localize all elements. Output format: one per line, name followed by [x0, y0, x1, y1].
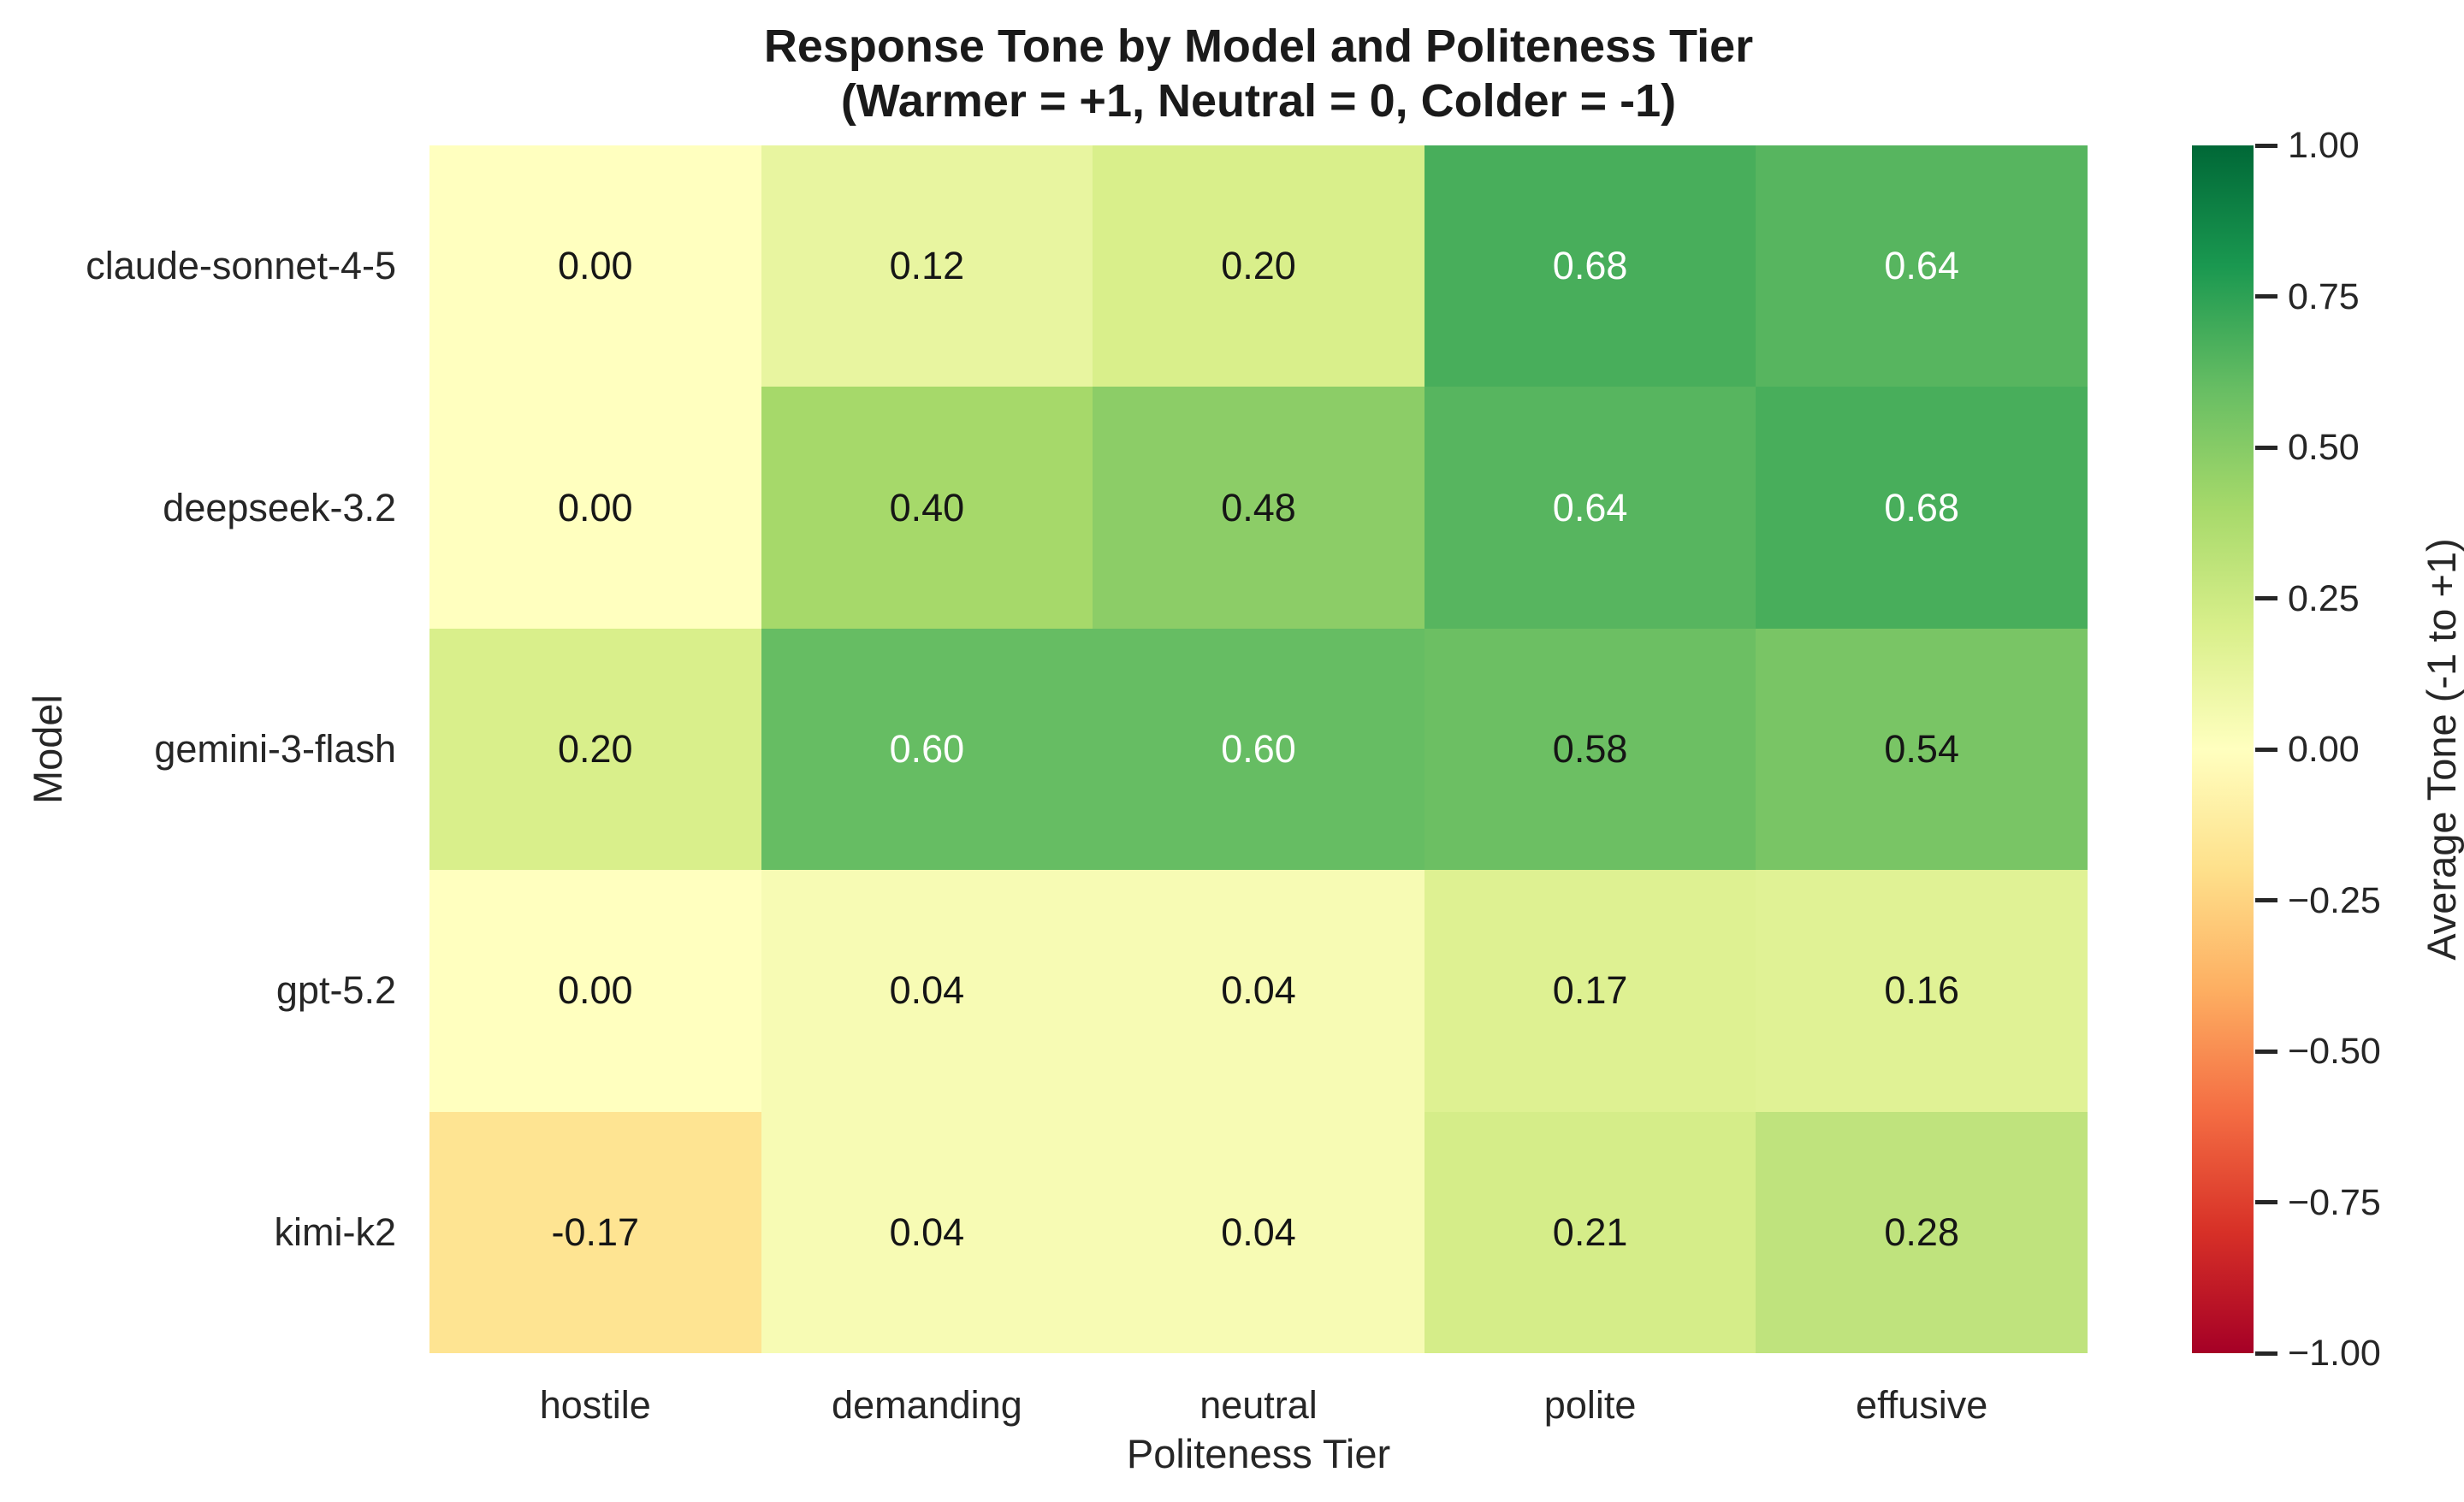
cell-value: 0.04 [1221, 968, 1296, 1013]
cell-value: 0.64 [1552, 485, 1628, 529]
cell-value: 0.20 [1221, 244, 1296, 288]
heatmap-cell: 0.20 [429, 628, 761, 871]
colorbar-tick-mark [2255, 898, 2277, 902]
colorbar-gradient [2192, 145, 2254, 1353]
cell-value: 0.68 [1552, 244, 1628, 288]
colorbar-tick-mark [2255, 747, 2277, 752]
colorbar-tick-mark [2255, 1200, 2277, 1204]
y-axis-title: Model [25, 694, 70, 805]
colorbar-tick-label: 1.00 [2288, 125, 2360, 166]
x-tick-label: hostile [539, 1383, 651, 1427]
cell-value: 0.68 [1884, 485, 1959, 529]
y-tick-label: kimi-k2 [274, 1209, 397, 1254]
x-tick-label: polite [1543, 1383, 1637, 1427]
heatmap-cell: 0.00 [429, 145, 761, 387]
colorbar-tick-label: 0.50 [2288, 427, 2360, 468]
heatmap-cell: 0.40 [761, 387, 1093, 629]
y-tick-label: claude-sonnet-4-5 [86, 244, 396, 288]
cell-value: 0.04 [889, 1209, 965, 1254]
cell-value: 0.60 [889, 726, 965, 771]
heatmap-cell: 0.60 [761, 628, 1093, 871]
heatmap-cell: 0.04 [761, 1111, 1093, 1353]
heatmap-cell: 0.00 [429, 387, 761, 629]
colorbar-tick-mark [2255, 294, 2277, 299]
colorbar-title: Average Tone (-1 to +1) [2419, 538, 2464, 961]
y-tick-label: gpt-5.2 [275, 968, 396, 1013]
chart-title-line2: (Warmer = +1, Neutral = 0, Colder = -1) [840, 75, 1677, 127]
cell-value: 0.64 [1884, 244, 1959, 288]
colorbar-tick-label: −0.75 [2288, 1181, 2381, 1223]
heatmap-cell: 0.04 [1093, 870, 1424, 1112]
heatmap-cell: 0.58 [1424, 628, 1756, 871]
cell-value: 0.54 [1884, 726, 1959, 771]
cell-value: 0.00 [558, 968, 633, 1013]
colorbar-tick-label: −1.00 [2288, 1333, 2381, 1374]
heatmap-cell: 0.68 [1756, 387, 2088, 629]
colorbar-tick-mark [2255, 1351, 2277, 1356]
cell-value: 0.48 [1221, 485, 1296, 529]
cell-value: 0.04 [1221, 1209, 1296, 1254]
cell-value: 0.04 [889, 968, 965, 1013]
cell-value: 0.17 [1552, 968, 1628, 1013]
cell-value: 0.00 [558, 485, 633, 529]
cell-value: 0.20 [558, 726, 633, 771]
colorbar-tick-mark [2255, 1049, 2277, 1054]
x-axis-title: Politeness Tier [1126, 1431, 1391, 1476]
y-tick-label: deepseek-3.2 [163, 485, 396, 529]
heatmap-cell: 0.68 [1424, 145, 1756, 387]
colorbar-tick-mark [2255, 596, 2277, 600]
colorbar-tick-label: 0.00 [2288, 729, 2360, 770]
cell-value: 0.28 [1884, 1209, 1959, 1254]
heatmap-cell: -0.17 [429, 1111, 761, 1353]
x-tick-label: effusive [1856, 1383, 1988, 1427]
cell-value: 0.12 [889, 244, 965, 288]
heatmap-cell: 0.60 [1093, 628, 1424, 871]
heatmap-cell: 0.04 [761, 870, 1093, 1112]
cell-value: 0.21 [1552, 1209, 1628, 1254]
heatmap-cell: 0.21 [1424, 1111, 1756, 1353]
heatmap-cell: 0.16 [1756, 870, 2088, 1112]
cell-value: 0.60 [1221, 726, 1296, 771]
heatmap-cell: 0.64 [1756, 145, 2088, 387]
heatmap-cell: 0.20 [1093, 145, 1424, 387]
heatmap-cell: 0.54 [1756, 628, 2088, 871]
cell-value: 0.00 [558, 244, 633, 288]
colorbar-tick-label: 0.25 [2288, 577, 2360, 619]
x-tick-label: demanding [832, 1383, 1022, 1427]
heatmap-cell: 0.28 [1756, 1111, 2088, 1353]
heatmap-cell: 0.00 [429, 870, 761, 1112]
x-tick-label: neutral [1199, 1383, 1318, 1427]
heatmap-cell: 0.48 [1093, 387, 1424, 629]
y-tick-label: gemini-3-flash [154, 727, 396, 771]
heatmap-cell: 0.64 [1424, 387, 1756, 629]
colorbar-tick-mark [2255, 445, 2277, 450]
colorbar-tick-label: −0.25 [2288, 879, 2381, 921]
colorbar-tick-label: 0.75 [2288, 275, 2360, 317]
heatmap-cell: 0.17 [1424, 870, 1756, 1112]
heatmap-plot-area: 0.00 0.12 0.20 0.68 0.64 0.00 0.40 0.48 0.64 0.68… [429, 145, 2088, 1353]
cell-value: 0.40 [889, 485, 965, 529]
chart-title: Response Tone by Model and Politeness Ti… [429, 19, 2088, 128]
colorbar-tick-label: −0.50 [2288, 1031, 2381, 1072]
cell-value: -0.17 [551, 1209, 640, 1254]
chart-title-line1: Response Tone by Model and Politeness Ti… [763, 21, 1754, 72]
cell-value: 0.58 [1552, 726, 1628, 771]
heatmap-cell: 0.04 [1093, 1111, 1424, 1353]
colorbar-tick-mark [2255, 143, 2277, 148]
heatmap-cell: 0.12 [761, 145, 1093, 387]
cell-value: 0.16 [1884, 968, 1959, 1013]
